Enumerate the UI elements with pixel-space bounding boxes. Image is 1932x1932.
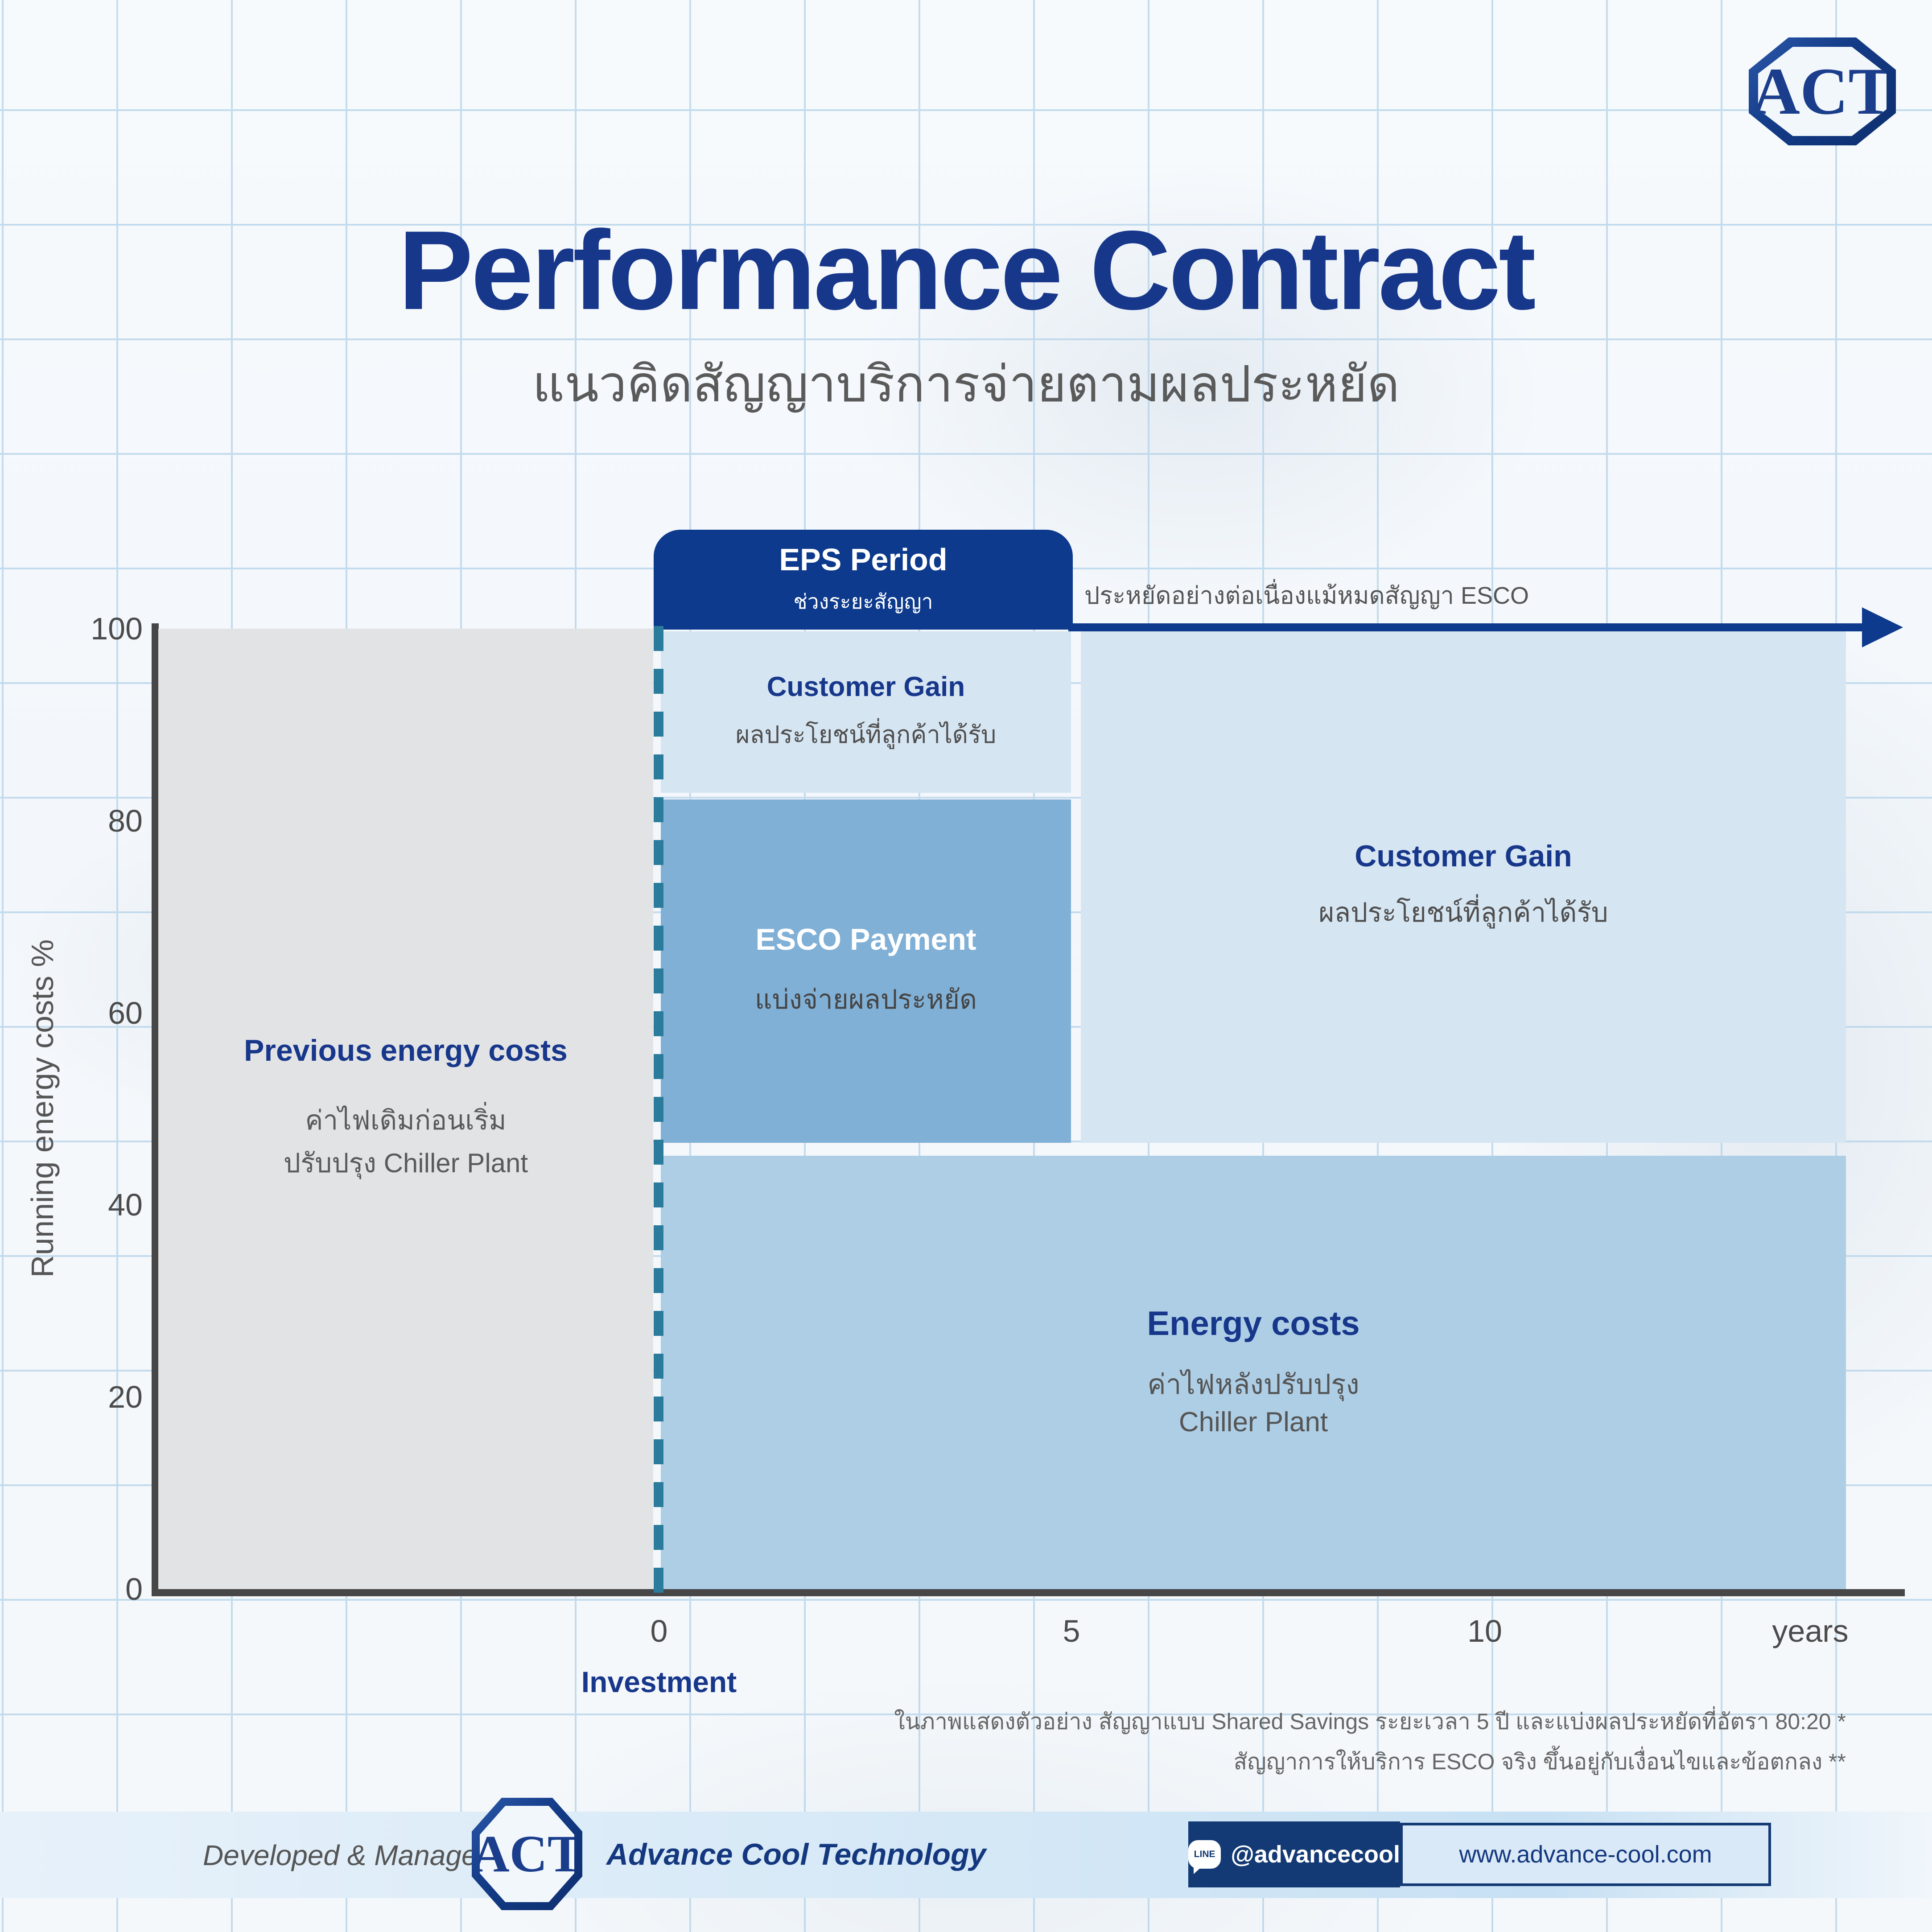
- x-tick-10: 10: [1467, 1614, 1502, 1648]
- page-subtitle-thai: แนวคิดสัญญาบริการจ่ายตามผลประหยัด: [532, 356, 1400, 412]
- footnote-line-2: สัญญาการให้บริการ ESCO จริง ขึ้นอยู่กับเ…: [1233, 1749, 1846, 1774]
- region-title: Customer Gain: [766, 671, 965, 702]
- footnote-line-1: ในภาพแสดงตัวอย่าง สัญญาแบบ Shared Saving…: [894, 1709, 1846, 1734]
- region-desc-thai: ผลประโยชน์ที่ลูกค้าได้รับ: [1318, 898, 1608, 927]
- x-axis-unit: years: [1772, 1614, 1849, 1648]
- region-desc-thai: ค่าไฟเดิมก่อนเริ่ม ปรับปรุง Chiller Plan…: [283, 1105, 528, 1178]
- continuing-savings-note-thai: ประหยัดอย่างต่อเนื่องแม้หมดสัญญา ESCO: [1084, 582, 1529, 609]
- region-title: Previous energy costs: [244, 1034, 568, 1067]
- act-logo-text: ACT: [1758, 47, 1887, 136]
- website-badge: www.advance-cool.com: [1400, 1823, 1771, 1886]
- region-title: ESCO Payment: [755, 922, 976, 956]
- y-axis-line: [152, 623, 159, 1596]
- page-title: Performance Contract: [398, 208, 1536, 333]
- region-desc-thai: ผลประโยชน์ที่ลูกค้าได้รับ: [735, 721, 997, 748]
- act-logo-footer: ACT: [472, 1798, 582, 1910]
- region-customer-gain-contract: Customer Gain ผลประโยชน์ที่ลูกค้าได้รับ: [661, 631, 1071, 793]
- investment-label: Investment: [581, 1665, 737, 1698]
- arrow-head-icon: [1862, 607, 1903, 647]
- act-logo-text: ACT: [480, 1806, 574, 1902]
- y-tick-60: 60: [108, 996, 143, 1030]
- company-name: Advance Cool Technology: [606, 1837, 986, 1871]
- region-title: Energy costs: [1147, 1304, 1360, 1343]
- y-tick-80: 80: [108, 803, 143, 838]
- region-desc-thai: ค่าไฟหลังปรับปรุง Chiller Plant: [1147, 1369, 1359, 1438]
- y-axis-title: Running energy costs %: [25, 939, 60, 1278]
- y-tick-0: 0: [125, 1572, 143, 1607]
- y-tick-100: 100: [91, 611, 143, 646]
- line-contact-badge: LINE @advancecool: [1188, 1821, 1400, 1887]
- region-esco-payment: ESCO Payment แบ่งจ่ายผลประหยัด: [661, 799, 1071, 1143]
- eps-period-title: EPS Period: [779, 542, 947, 577]
- region-energy-costs: Energy costs ค่าไฟหลังปรับปรุง Chiller P…: [661, 1156, 1846, 1589]
- region-previous-energy-costs: Previous energy costs ค่าไฟเดิมก่อนเริ่ม…: [158, 629, 653, 1589]
- region-customer-gain-post-contract: Customer Gain ผลประโยชน์ที่ลูกค้าได้รับ: [1081, 630, 1846, 1143]
- x-tick-5: 5: [1063, 1614, 1080, 1648]
- region-title: Customer Gain: [1355, 839, 1572, 873]
- region-desc-thai: แบ่งจ่ายผลประหยัด: [754, 984, 977, 1014]
- website-url: www.advance-cool.com: [1459, 1841, 1712, 1868]
- y-tick-20: 20: [108, 1380, 143, 1414]
- eps-period-subtitle-thai: ช่วงระยะสัญญา: [793, 589, 933, 613]
- line-id: @advancecool: [1231, 1841, 1400, 1868]
- act-logo-header: ACT: [1749, 37, 1896, 145]
- x-axis-line: [152, 1589, 1905, 1596]
- eps-period-badge: EPS Period ช่วงระยะสัญญา: [654, 530, 1073, 630]
- investment-dashed-line: [654, 626, 663, 1593]
- y-tick-40: 40: [108, 1187, 143, 1222]
- line-icon: LINE: [1188, 1840, 1221, 1874]
- continuing-savings-arrow: [1068, 623, 1866, 631]
- x-tick-0: 0: [650, 1614, 668, 1648]
